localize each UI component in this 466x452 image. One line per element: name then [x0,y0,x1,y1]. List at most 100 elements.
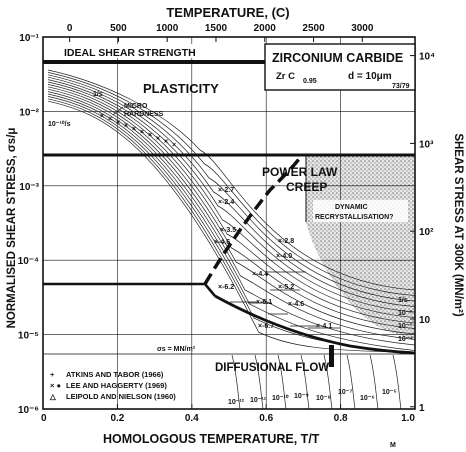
left-tick-label: 10⁻⁶ [18,405,39,416]
diffusional-contour [231,354,241,409]
rate-label: 10⁻¹¹ [250,397,267,404]
data-mark: × [172,142,176,149]
bottom-tick-label: 0.4 [185,413,199,424]
strain-rate-contour [47,76,415,307]
left-tick-label: 10⁻⁴ [18,256,39,267]
bottom-tick-label: 1.0 [401,413,415,424]
bottom-axis-title-subscript: M [390,442,396,449]
strain-rate-contour [47,79,415,313]
data-label: ×-4.4 [252,271,268,278]
left-axis-title: NORMALISED SHEAR STRESS, σs/μ [6,128,18,329]
diffusional-contour [392,354,402,409]
rate-label: 1/s [398,297,408,304]
bottom-axis-title: HOMOLOGOUS TEMPERATURE, T/T [103,432,320,446]
right-tick-label: 10² [419,227,434,238]
rate-label: 10⁻⁴ [398,336,413,343]
rate-label: 10⁻⁸ [316,395,331,402]
data-label: ×-4.6 [288,301,304,308]
material-formula-subscript: 0.95 [303,78,317,85]
rate-label: 10⁻¹⁰/s [48,120,71,128]
bottom-tick-label: 0 [41,413,47,424]
legend-symbol: + [50,370,55,379]
data-label: ×-3.5 [220,227,236,234]
rate-label: 10⁻⁷ [338,389,352,396]
data-label: ×-6.1 [256,299,272,306]
strain-rate-labels: 1/s 10⁻¹⁰/s 1/s 10⁻² 10⁻³ 10⁻⁴ 10⁻¹² 10⁻¹¹ 10⁻¹⁰… [48,91,413,406]
right-axis-title: SHEAR STRESS AT 300K (MN/m²) [452,133,464,317]
chart-title: ZIRCONIUM CARBIDE [272,51,403,65]
melting-marker [329,345,334,367]
data-mark: × [132,126,136,133]
micro-hardness-label-1: MICRO [124,103,148,110]
data-label: ×-4.0 [276,253,292,260]
data-point-labels: ×-2.7 ×-2.4 ×-3.5 ×-4.6 ×-2.8 ×-4.0 ×-4.4 ×-6.2… [214,187,332,330]
strain-rate-contour [47,69,415,291]
rate-label: 10⁻¹² [228,399,245,406]
strain-rate-contour [47,81,415,318]
data-mark: × [100,113,104,120]
data-mark: × [156,135,160,142]
legend-label: ATKINS AND TABOR (1966) [66,370,164,379]
left-tick-label: 10⁻² [19,107,39,118]
top-tick-labels: 0 500 1000 1500 2000 2500 3000 [67,23,374,42]
micro-hardness-pointer [112,106,124,116]
data-mark: × [164,139,168,146]
legend-symbol: △ [49,392,57,401]
plot-frame [42,36,416,410]
top-tick-label: 1000 [156,23,179,34]
data-mark: × [124,123,128,130]
data-label: ×-4.1 [316,323,332,330]
left-tick-label: 10⁻³ [19,182,39,193]
strain-rate-contour [47,74,415,302]
diffusional-contour [323,354,333,409]
grain-size: d = 10μm [348,71,392,82]
micro-hardness-label-2: HARDNESS [124,111,164,118]
legend-label: LEE AND HAGGERTY (1969) [66,381,167,390]
data-label: ×-2.4 [218,199,234,206]
right-tick-label: 10⁴ [419,52,435,63]
data-label: ×-6.2 [218,284,234,291]
rate-label: 10⁻² [398,310,412,317]
legend-label: LEIPOLD AND NIELSON (1960) [66,392,176,401]
legend-symbol: × ● [50,381,61,390]
top-tick-label: 500 [110,23,127,34]
rate-label: 10⁻⁶ [360,395,375,402]
strain-rate-contour [47,96,415,351]
data-label: ×-2.7 [218,187,234,194]
top-axis-title: TEMPERATURE, (C) [166,5,289,20]
strain-rate-contour [47,86,415,329]
bottom-tick-label: 0.8 [334,413,348,424]
diffusional-boundary [214,294,416,355]
left-tick-label: 10⁻⁵ [18,331,39,342]
strain-rate-contour [47,88,415,335]
diffusional-contour [346,354,356,409]
right-tick-label: 10 [419,315,431,326]
powerlaw-label: POWER LAW [262,165,338,179]
data-label: ×-4.6 [214,239,230,246]
ideal-label-bg [50,44,228,58]
creep-label: CREEP [286,180,327,194]
diffusional-contour [254,354,264,409]
data-mark: × [108,116,112,123]
legend: + ATKINS AND TABOR (1966) × ● LEE AND HAGGE… [49,370,176,401]
bottom-tick-label: 0.6 [259,413,273,424]
data-mark: × [116,119,120,126]
diffusional-flow-label: DIFFUSIONAL FLOW [215,362,329,374]
top-tick-label: 0 [67,23,73,34]
left-tick-labels: 10⁻¹ 10⁻² 10⁻³ 10⁻⁴ 10⁻⁵ 10⁻⁶ [18,33,40,416]
material-formula: Zr C [276,71,295,82]
rate-label: 10⁻⁵ [382,389,397,396]
right-tick-label: 10³ [419,139,434,150]
diffusional-contour [300,354,310,409]
bottom-tick-labels: 0 0.2 0.4 0.6 0.8 1.0 [41,404,416,424]
data-label: ×-5.2 [278,284,294,291]
reference-number: 73/79 [392,83,410,90]
recrystallisation-label: RECRYSTALLISATION? [315,214,393,221]
top-tick-label: 3000 [351,23,374,34]
dynamic-label-bg [313,200,408,222]
top-tick-label: 1500 [205,23,228,34]
diffusional-contour [277,354,287,409]
top-tick-label: 2500 [302,23,325,34]
experimental-points: × × × × × × × × × × [100,113,340,329]
ideal-strength-label: IDEAL SHEAR STRENGTH [64,47,196,59]
